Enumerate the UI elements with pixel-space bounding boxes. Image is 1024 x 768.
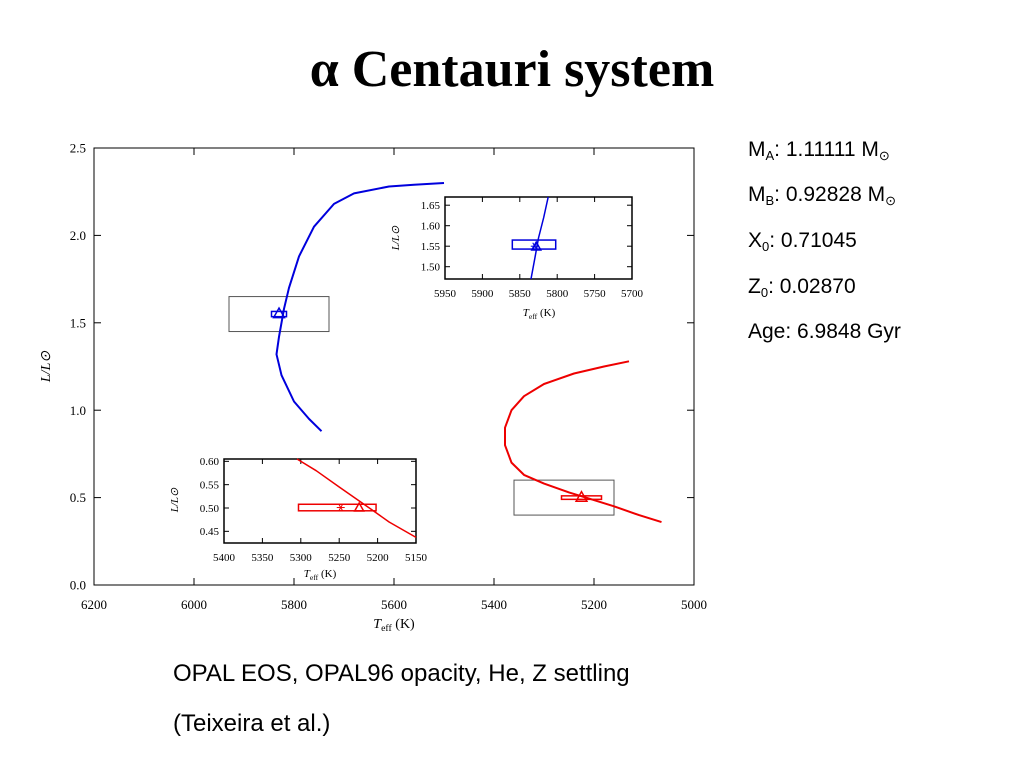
param-subscript: 0: [760, 285, 769, 300]
zoom-region-box: [513, 479, 615, 516]
param-value: : 0.92828 M: [774, 183, 886, 206]
param-symbol: M: [748, 138, 766, 161]
param-symbol: M: [748, 183, 766, 206]
param-age: Age: 6.9848 Gyr: [748, 320, 901, 344]
param-value: : 0.02870: [768, 275, 856, 298]
param-symbol: Age:: [748, 320, 792, 343]
main-y-tick-label: 0.0: [70, 578, 86, 593]
caption-line-2: (Teixeira et al.): [173, 710, 331, 737]
inset-b-model-marker: [353, 501, 365, 512]
param-subscript: A: [765, 148, 775, 163]
inset-a-x-tick-label: 5950: [434, 288, 457, 300]
inset-b-x-tick-label: 5250: [328, 552, 351, 564]
inset-a-y-tick-label: 1.60: [421, 221, 441, 233]
inset-b-x-tick-label: 5150: [405, 552, 428, 564]
main-x-tick-label: 6000: [181, 597, 207, 612]
inset-b-x-axis-label: Teff (K): [304, 568, 337, 582]
track-star-b: [504, 360, 662, 524]
param-value: : 0.71045: [769, 229, 857, 252]
main-y-axis-label: L/L⊙: [39, 351, 54, 383]
inset-a-track: [530, 196, 549, 280]
star-marker-stroke: [338, 503, 344, 512]
x-axis-label: Teff (K): [373, 617, 415, 634]
param-z0: Z0: 0.02870: [748, 275, 856, 305]
observed-error-box-b: [560, 495, 603, 501]
inset-a-x-tick-label: 5900: [471, 288, 494, 300]
param-symbol: X: [748, 229, 763, 252]
inset-a-y-axis-label: L/L⊙: [390, 225, 402, 251]
inset-b-y-tick-label: 0.45: [200, 526, 220, 538]
main-x-tick-label: 5000: [681, 597, 707, 612]
inset-b-x-tick-label: 5300: [290, 552, 313, 564]
inset-a-x-tick-label: 5850: [509, 288, 532, 300]
inset-a-error-box: [511, 239, 557, 250]
solar-unit-subscript: ⊙: [878, 148, 890, 163]
param-subscript: 0: [762, 239, 770, 254]
param-x0: X0: 0.71045: [748, 229, 857, 259]
inset-b-y-axis-label: L/L⊙: [169, 487, 181, 513]
main-y-tick-label: 0.5: [70, 490, 86, 505]
main-x-tick-label: 5200: [581, 597, 607, 612]
inset-b-x-tick-label: 5350: [251, 552, 274, 564]
inset-a-model-marker: [530, 240, 543, 251]
main-x-axis-label: Teff (K): [373, 617, 415, 634]
main-y-tick-label: 1.5: [70, 315, 86, 330]
inset-a-x-tick-label: 5800: [546, 288, 569, 300]
inset-a-x-tick-label: 5750: [584, 288, 607, 300]
model-marker-b: [574, 490, 589, 502]
inset-b-observed-star-marker: [336, 503, 345, 512]
caption-line-1: OPAL EOS, OPAL96 opacity, He, Z settling: [173, 660, 630, 687]
main-y-tick-label: 1.0: [70, 403, 86, 418]
inset-b-plot-frame: [223, 458, 417, 544]
param-mass-b: MB: 0.92828 M⊙: [748, 183, 896, 213]
inset-b-error-box: [297, 503, 377, 512]
inset-a-y-tick-label: 1.65: [421, 200, 441, 212]
inset-b-track: [296, 458, 417, 539]
param-mass-a: MA: 1.11111 M⊙: [748, 138, 890, 168]
inset-b-x-tick-label: 5200: [367, 552, 390, 564]
x-axis-label: Teff (K): [523, 307, 556, 321]
zoom-region-box: [228, 296, 330, 333]
param-value: : 1.11111 M: [774, 138, 879, 161]
inset-a-y-tick-label: 1.55: [421, 241, 441, 253]
inset-b-y-tick-label: 0.50: [200, 503, 220, 515]
solar-unit-subscript: ⊙: [885, 193, 896, 208]
main-x-tick-label: 5800: [281, 597, 307, 612]
inset-a-x-tick-label: 5700: [621, 288, 644, 300]
inset-b-y-tick-label: 0.55: [200, 480, 220, 492]
param-subscript: B: [765, 193, 775, 208]
inset-a-y-tick-label: 1.50: [421, 262, 441, 274]
main-x-tick-label: 5400: [481, 597, 507, 612]
inset-b-x-tick-label: 5400: [213, 552, 236, 564]
main-y-tick-label: 2.0: [70, 228, 86, 243]
slide-title: α Centauri system: [309, 41, 715, 98]
inset-a-plot-frame: [444, 196, 633, 280]
observed-error-box-a: [270, 310, 288, 318]
model-marker-a: [272, 306, 286, 319]
main-y-tick-label: 2.5: [70, 141, 86, 156]
x-axis-label: Teff (K): [304, 568, 337, 582]
inset-b-y-tick-label: 0.60: [200, 456, 220, 468]
main-x-tick-label: 5600: [381, 597, 407, 612]
inset-a-x-axis-label: Teff (K): [523, 307, 556, 321]
param-symbol: Z: [748, 275, 761, 298]
param-value: 6.9848 Gyr: [791, 320, 901, 343]
track-star-a: [275, 182, 445, 432]
main-x-tick-label: 6200: [81, 597, 107, 612]
